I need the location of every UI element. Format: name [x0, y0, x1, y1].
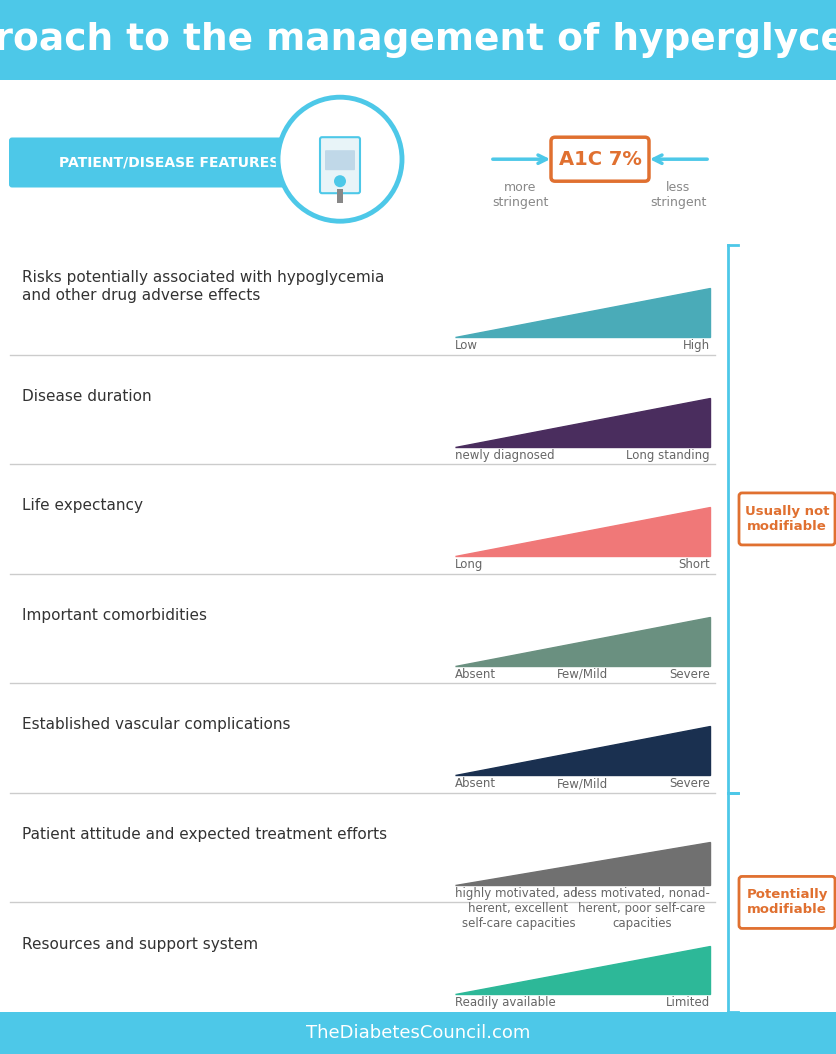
- Text: Low: Low: [455, 339, 478, 352]
- Text: more
stringent: more stringent: [492, 181, 548, 209]
- Polygon shape: [455, 507, 710, 557]
- Polygon shape: [455, 617, 710, 666]
- Text: Usually not
modifiable: Usually not modifiable: [745, 505, 829, 533]
- Circle shape: [278, 97, 402, 221]
- Bar: [0, 1012, 836, 1054]
- Text: Absent: Absent: [455, 778, 496, 790]
- Text: Absent: Absent: [455, 668, 496, 681]
- Text: less motivated, nonad-
herent, poor self-care
capacities: less motivated, nonad- herent, poor self…: [574, 886, 710, 930]
- Polygon shape: [455, 397, 710, 447]
- Text: Few/Mild: Few/Mild: [557, 668, 608, 681]
- Text: Severe: Severe: [669, 778, 710, 790]
- Circle shape: [334, 175, 346, 188]
- Text: Limited: Limited: [665, 996, 710, 1010]
- FancyBboxPatch shape: [325, 151, 355, 170]
- FancyBboxPatch shape: [739, 493, 835, 545]
- Text: Patient attitude and expected treatment efforts: Patient attitude and expected treatment …: [22, 827, 387, 842]
- FancyBboxPatch shape: [320, 137, 360, 193]
- Polygon shape: [455, 726, 710, 776]
- Text: Life expectancy: Life expectancy: [22, 499, 143, 513]
- FancyBboxPatch shape: [551, 137, 649, 181]
- Text: less
stringent: less stringent: [650, 181, 706, 209]
- Text: Short: Short: [678, 559, 710, 571]
- Text: High: High: [683, 339, 710, 352]
- Bar: [0, 0, 836, 80]
- Text: newly diagnosed: newly diagnosed: [455, 449, 554, 462]
- FancyBboxPatch shape: [9, 137, 330, 188]
- Text: Long: Long: [455, 559, 483, 571]
- FancyBboxPatch shape: [739, 877, 835, 929]
- Text: A1C 7%: A1C 7%: [558, 150, 641, 169]
- Text: Few/Mild: Few/Mild: [557, 778, 608, 790]
- Text: Important comorbidities: Important comorbidities: [22, 608, 207, 623]
- Polygon shape: [455, 945, 710, 995]
- Text: Long standing: Long standing: [626, 449, 710, 462]
- Text: Severe: Severe: [669, 668, 710, 681]
- Text: Established vascular complications: Established vascular complications: [22, 718, 290, 733]
- Text: Risks potentially associated with hypoglycemia
and other drug adverse effects: Risks potentially associated with hypogl…: [22, 271, 385, 302]
- Text: Disease duration: Disease duration: [22, 389, 151, 404]
- Text: Approach to the management of hyperglycemia: Approach to the management of hyperglyce…: [0, 22, 836, 58]
- Text: Resources and support system: Resources and support system: [22, 937, 258, 952]
- Text: highly motivated, ad-
herent, excellent
self-care capacities: highly motivated, ad- herent, excellent …: [455, 886, 582, 930]
- Polygon shape: [455, 841, 710, 885]
- Bar: [337, 190, 343, 203]
- Text: Potentially
modifiable: Potentially modifiable: [747, 889, 828, 916]
- Text: TheDiabetesCouncil.com: TheDiabetesCouncil.com: [306, 1024, 530, 1042]
- Polygon shape: [455, 288, 710, 337]
- Text: Readily available: Readily available: [455, 996, 556, 1010]
- Text: PATIENT/DISEASE FEATURES: PATIENT/DISEASE FEATURES: [59, 156, 279, 170]
